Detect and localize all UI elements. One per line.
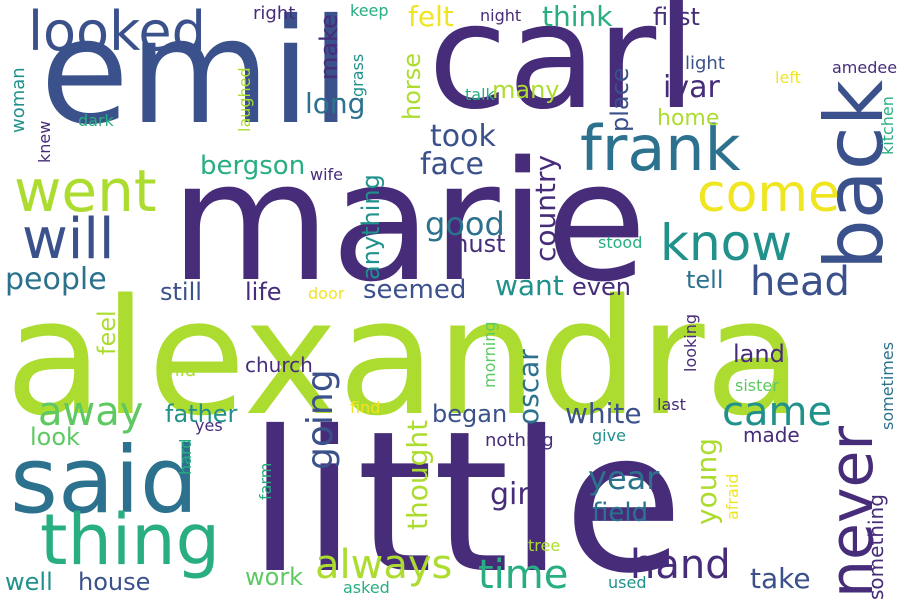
word-night: night: [480, 6, 522, 25]
word-house: house: [78, 568, 151, 596]
word-last: last: [657, 395, 686, 414]
word-left: left: [775, 68, 801, 87]
word-white: white: [565, 397, 642, 430]
word-field: field: [592, 498, 649, 528]
word-father: father: [165, 400, 238, 428]
word-place: place: [606, 67, 634, 132]
word-little: little: [248, 389, 684, 600]
word-horse: horse: [398, 52, 426, 120]
word-seemed: seemed: [363, 275, 467, 305]
word-land: land: [733, 340, 785, 368]
word-emil: emil: [40, 0, 352, 157]
word-country: country: [529, 154, 562, 262]
word-went: went: [14, 157, 157, 225]
word-made: made: [743, 423, 800, 447]
word-kitchen: kitchen: [878, 96, 897, 155]
word-year: year: [588, 459, 660, 497]
word-nothing: nothing: [485, 430, 554, 451]
word-work: work: [245, 563, 304, 591]
word-thing: thing: [40, 499, 221, 581]
word-light: light: [685, 53, 725, 74]
word-will: will: [22, 207, 115, 272]
word-first: first: [653, 3, 700, 31]
word-life: life: [245, 278, 282, 306]
word-thought: thought: [401, 419, 434, 530]
word-amedee: amedee: [832, 58, 898, 77]
word-carl: carl: [428, 0, 697, 142]
word-good: good: [425, 205, 505, 243]
word-right: right: [253, 3, 296, 24]
word-think: think: [542, 0, 613, 33]
word-girl: girl: [490, 477, 539, 512]
word-frank: frank: [580, 112, 741, 185]
word-always: always: [315, 542, 453, 588]
word-still: still: [160, 278, 202, 306]
word-began: began: [432, 400, 508, 428]
word-grass: grass: [348, 53, 367, 97]
word-time: time: [478, 552, 569, 598]
word-marie: marie: [170, 126, 648, 318]
word-came: came: [722, 389, 833, 435]
word-tree: tree: [528, 536, 561, 555]
word-must: must: [445, 230, 506, 258]
word-find: find: [350, 398, 381, 417]
word-anything: anything: [357, 174, 385, 280]
word-asked: asked: [343, 578, 390, 597]
word-look: look: [30, 423, 80, 451]
word-woman: woman: [8, 67, 29, 133]
word-sometimes: sometimes: [878, 341, 897, 430]
word-yes: yes: [195, 416, 223, 435]
word-face: face: [420, 147, 484, 182]
word-going: going: [300, 369, 341, 470]
word-took: took: [430, 119, 496, 154]
word-oscar: oscar: [512, 349, 545, 425]
word-alexandra: alexandra: [5, 264, 803, 451]
word-many: many: [492, 76, 560, 104]
word-give: give: [592, 426, 626, 445]
word-tell: tell: [686, 266, 724, 294]
word-long: long: [305, 87, 366, 120]
word-take: take: [750, 562, 811, 595]
word-ivar: ivar: [663, 70, 720, 105]
word-dark: dark: [78, 111, 114, 130]
word-wife: wife: [310, 165, 344, 184]
word-door: door: [308, 284, 345, 303]
word-hand: hand: [630, 542, 731, 588]
word-afraid: afraid: [723, 473, 742, 520]
word-sister: sister: [735, 376, 779, 395]
word-keep: keep: [350, 1, 389, 20]
word-well: well: [5, 568, 53, 596]
word-looked: looked: [28, 0, 206, 63]
word-used: used: [608, 573, 647, 592]
word-feel: feel: [93, 310, 121, 355]
word-home: home: [657, 106, 720, 131]
word-head: head: [750, 259, 850, 305]
word-knew: knew: [35, 120, 54, 163]
word-away: away: [38, 389, 144, 435]
word-stood: stood: [598, 233, 643, 252]
word-people: people: [5, 262, 107, 297]
word-something: something: [864, 494, 888, 600]
word-wild: wild: [160, 360, 197, 381]
word-hard: hard: [176, 438, 195, 475]
word-bergson: bergson: [200, 151, 306, 181]
word-laughed: laughed: [235, 67, 254, 132]
word-looking: looking: [681, 313, 700, 372]
word-farm: farm: [256, 462, 275, 500]
word-know: know: [660, 214, 793, 272]
word-church: church: [245, 353, 313, 377]
word-felt: felt: [408, 0, 454, 33]
word-even: even: [572, 273, 631, 301]
word-want: want: [495, 269, 564, 302]
word-talk: talk: [465, 85, 495, 104]
word-make: make: [315, 14, 343, 80]
word-young: young: [690, 438, 723, 525]
word-come: come: [697, 164, 841, 224]
word-said: said: [10, 427, 199, 534]
word-morning: morning: [480, 321, 499, 388]
